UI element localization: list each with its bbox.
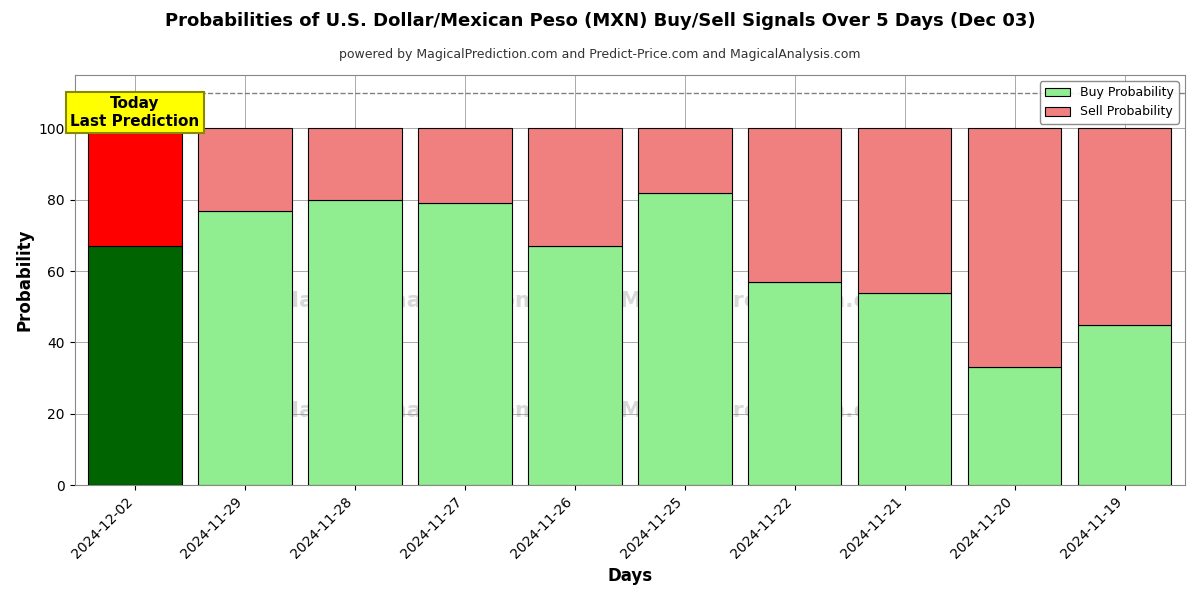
Text: MagicalPrediction.com: MagicalPrediction.com [620, 401, 906, 421]
Bar [528, 246, 622, 485]
Bar [198, 211, 292, 485]
Text: MagicalAnalysis.com: MagicalAnalysis.com [277, 290, 539, 311]
Text: MagicalAnalysis.com: MagicalAnalysis.com [277, 401, 539, 421]
Bar [308, 200, 402, 485]
Bar [748, 282, 841, 485]
Bar [198, 128, 292, 211]
Bar [858, 293, 952, 485]
Bar [528, 128, 622, 246]
X-axis label: Days: Days [607, 567, 653, 585]
Legend: Buy Probability, Sell Probability: Buy Probability, Sell Probability [1040, 81, 1178, 124]
Bar [638, 193, 732, 485]
Text: Today
Last Prediction: Today Last Prediction [71, 97, 199, 129]
Bar [89, 128, 182, 246]
Text: powered by MagicalPrediction.com and Predict-Price.com and MagicalAnalysis.com: powered by MagicalPrediction.com and Pre… [340, 48, 860, 61]
Bar [89, 246, 182, 485]
Bar [748, 128, 841, 282]
Bar [308, 128, 402, 200]
Bar [419, 128, 511, 203]
Bar [1078, 325, 1171, 485]
Bar [968, 367, 1061, 485]
Text: MagicalPrediction.com: MagicalPrediction.com [620, 290, 906, 311]
Bar [419, 203, 511, 485]
Bar [638, 128, 732, 193]
Bar [1078, 128, 1171, 325]
Bar [968, 128, 1061, 367]
Bar [858, 128, 952, 293]
Text: Probabilities of U.S. Dollar/Mexican Peso (MXN) Buy/Sell Signals Over 5 Days (De: Probabilities of U.S. Dollar/Mexican Pes… [164, 12, 1036, 30]
Y-axis label: Probability: Probability [16, 229, 34, 331]
